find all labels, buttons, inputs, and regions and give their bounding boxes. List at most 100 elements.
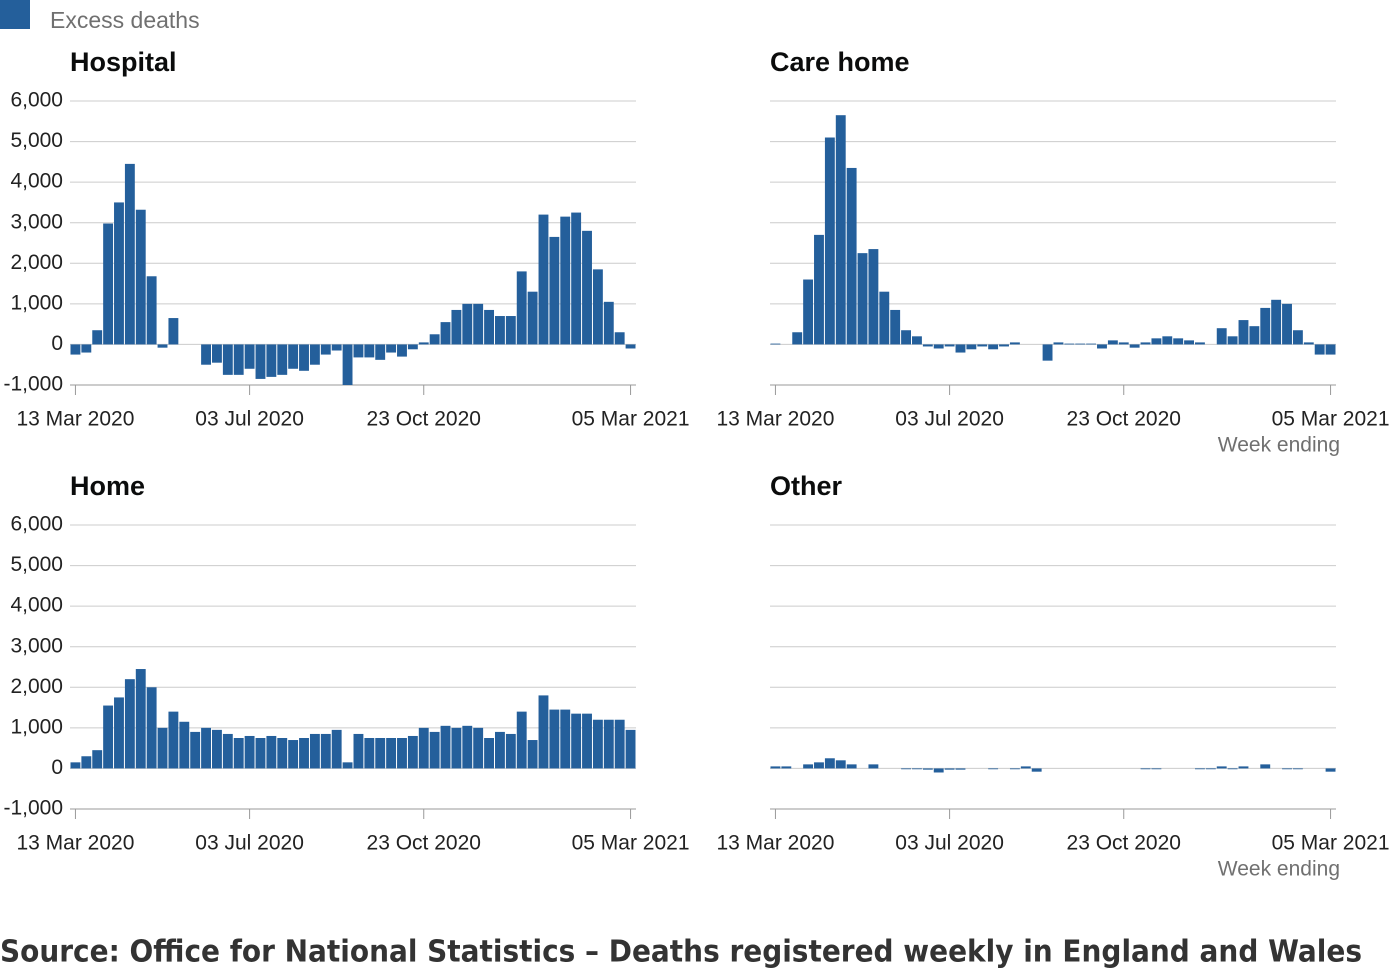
bar (1097, 344, 1107, 349)
bar (212, 344, 222, 363)
bar (473, 727, 484, 769)
bar (244, 735, 255, 769)
bar (418, 727, 429, 769)
y-tick-label: 4,000 (10, 594, 63, 617)
bar (70, 344, 81, 355)
bar (81, 756, 92, 769)
bar (124, 163, 135, 345)
bar (429, 731, 440, 769)
x-axis-label: Week ending (1218, 858, 1340, 881)
bar (168, 318, 179, 345)
bar (407, 344, 418, 350)
bar (1075, 343, 1086, 345)
bar (1292, 768, 1303, 770)
bar (592, 269, 603, 345)
bar (527, 740, 538, 769)
bar (124, 679, 135, 769)
bar (418, 342, 429, 345)
bar (538, 695, 549, 769)
bar (944, 768, 955, 770)
bar (407, 735, 418, 769)
y-tick-label: -1,000 (3, 797, 63, 820)
bar (803, 279, 814, 345)
bar (549, 709, 560, 769)
bar (516, 711, 527, 769)
bar (222, 733, 233, 769)
bar (146, 276, 157, 345)
chart-title: Hospital (70, 47, 177, 77)
bar (309, 733, 320, 769)
bar (375, 738, 386, 769)
bar (440, 725, 451, 769)
y-tick-label: 5,000 (10, 129, 63, 152)
bar (1020, 766, 1031, 769)
x-axis-label: Week ending (1218, 434, 1340, 457)
y-tick-label: 6,000 (10, 513, 63, 536)
bar (933, 344, 944, 349)
bar (484, 309, 494, 345)
bar (835, 760, 846, 769)
bar (429, 334, 440, 345)
bar (157, 344, 168, 348)
bar (933, 768, 944, 773)
bar (912, 336, 922, 345)
bar (625, 344, 636, 349)
bar (1249, 326, 1260, 345)
bar (1151, 768, 1162, 770)
x-tick-label: 03 Jul 2020 (895, 832, 1004, 855)
bar (473, 303, 484, 345)
bar (1271, 299, 1282, 345)
y-tick-label: 2,000 (10, 251, 63, 274)
y-tick-label: 3,000 (10, 210, 63, 233)
bar (1042, 344, 1053, 361)
bar (770, 766, 781, 769)
bar (212, 729, 222, 769)
bar (977, 344, 988, 347)
bar (353, 733, 364, 769)
bar (255, 344, 266, 379)
legend-swatch (0, 0, 30, 29)
bar (92, 330, 103, 345)
bar (320, 733, 331, 769)
bar (890, 309, 901, 345)
bar (1303, 342, 1314, 345)
bar (277, 344, 288, 375)
bar (440, 322, 451, 345)
bar (614, 719, 625, 769)
bar (1325, 344, 1336, 355)
bar (1216, 766, 1227, 769)
bar (309, 344, 320, 365)
x-tick-label: 03 Jul 2020 (195, 832, 304, 855)
bar (462, 303, 473, 345)
bar (299, 738, 309, 769)
bar (320, 344, 331, 355)
bar (1184, 340, 1194, 345)
bar (233, 344, 244, 375)
bar (505, 316, 516, 345)
bar (549, 236, 560, 345)
bar (255, 738, 266, 769)
bar (114, 697, 124, 769)
bar (103, 705, 114, 769)
bar (868, 249, 879, 345)
bar (331, 344, 342, 351)
bar (603, 719, 614, 769)
x-tick-label: 05 Mar 2021 (1272, 832, 1390, 855)
bar (1238, 766, 1249, 769)
bar (901, 330, 911, 345)
bar (1205, 768, 1216, 770)
bar (922, 344, 933, 347)
x-tick-label: 13 Mar 2020 (716, 832, 834, 855)
bar (846, 764, 857, 769)
bar (266, 344, 277, 377)
bar (179, 721, 190, 769)
y-tick-label: 5,000 (10, 553, 63, 576)
bar (1140, 768, 1151, 770)
bar (1292, 330, 1303, 345)
x-tick-label: 23 Oct 2020 (367, 832, 481, 855)
y-tick-label: 6,000 (10, 89, 63, 112)
bar (1162, 336, 1173, 345)
x-tick-label: 03 Jul 2020 (895, 408, 1004, 431)
x-tick-label: 05 Mar 2021 (572, 408, 690, 431)
bar (582, 230, 592, 345)
